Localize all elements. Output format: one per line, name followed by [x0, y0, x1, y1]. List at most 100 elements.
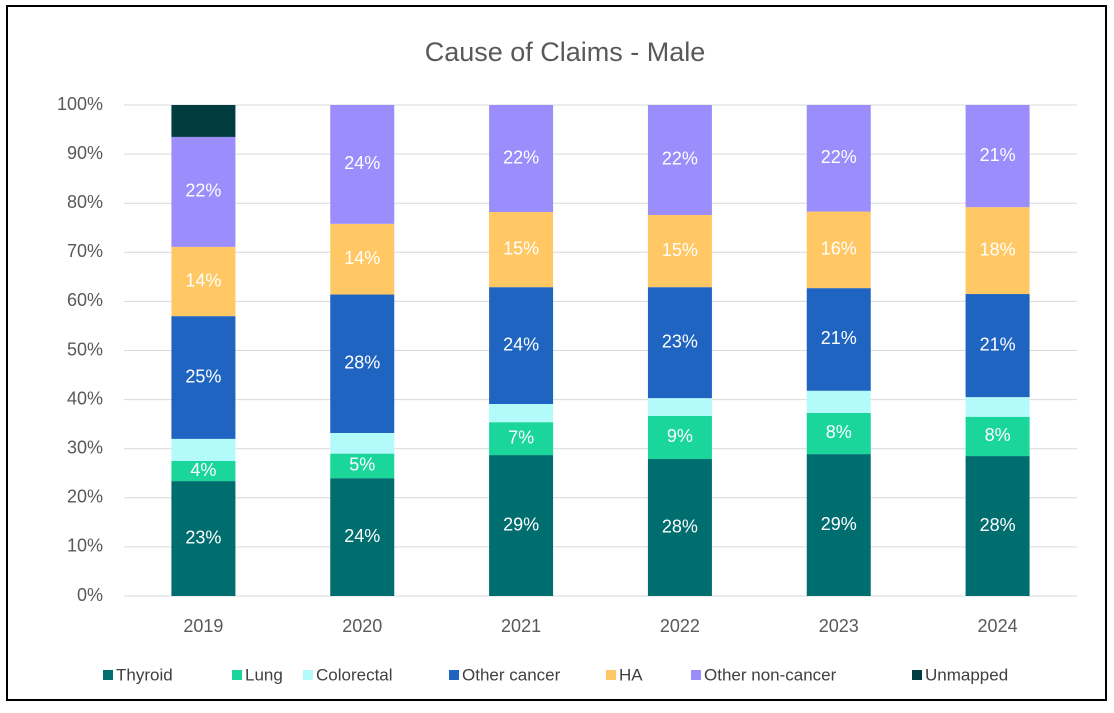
- data-label: 22%: [185, 181, 221, 201]
- bar-segment: [489, 105, 554, 213]
- data-label: 18%: [980, 239, 1016, 259]
- data-label: 23%: [662, 331, 698, 351]
- bar-segment: [806, 211, 871, 289]
- bar-segment: [965, 105, 1030, 208]
- data-label: 22%: [821, 147, 857, 167]
- data-label: 16%: [821, 239, 857, 259]
- data-label: 21%: [980, 334, 1016, 354]
- bar-segment: [806, 454, 871, 596]
- legend-label: Colorectal: [316, 665, 393, 684]
- bar-segment: [330, 453, 395, 479]
- bar-segment: [330, 223, 395, 295]
- data-label: 9%: [667, 426, 693, 446]
- x-tick-label: 2021: [501, 616, 541, 636]
- bar-segment: [647, 105, 712, 215]
- legend-label: Unmapped: [925, 665, 1008, 684]
- bar-segment: [806, 412, 871, 455]
- legend-label: Other cancer: [462, 665, 561, 684]
- x-tick-label: 2020: [342, 616, 382, 636]
- data-label: 14%: [344, 248, 380, 268]
- bar-segment: [489, 455, 554, 596]
- y-tick-label: 0%: [77, 585, 103, 605]
- bar-segment: [171, 438, 236, 461]
- data-label: 4%: [190, 460, 216, 480]
- bar-segment: [647, 287, 712, 399]
- bar-segment: [806, 105, 871, 212]
- legend-swatch: [912, 670, 922, 680]
- y-tick-label: 30%: [67, 437, 103, 457]
- data-label: 21%: [980, 145, 1016, 165]
- data-label: 24%: [344, 526, 380, 546]
- y-tick-label: 90%: [67, 143, 103, 163]
- y-tick-label: 60%: [67, 290, 103, 310]
- data-label: 22%: [503, 147, 539, 167]
- bar-segment: [330, 432, 395, 454]
- bar-segment: [171, 460, 236, 482]
- data-label: 5%: [349, 455, 375, 475]
- legend-swatch: [103, 670, 113, 680]
- x-tick-label: 2022: [660, 616, 700, 636]
- bar-segment: [330, 294, 395, 433]
- bar-segment: [330, 478, 395, 596]
- x-tick-label: 2019: [183, 616, 223, 636]
- y-tick-label: 20%: [67, 487, 103, 507]
- data-label: 21%: [821, 328, 857, 348]
- data-label: 29%: [821, 514, 857, 534]
- data-label: 14%: [185, 270, 221, 290]
- bar-segment: [647, 459, 712, 596]
- legend-swatch: [691, 670, 701, 680]
- bar-segment: [647, 415, 712, 460]
- data-label: 28%: [980, 515, 1016, 535]
- data-label: 24%: [344, 153, 380, 173]
- bar-segment: [171, 246, 236, 317]
- legend-label: Lung: [245, 665, 283, 684]
- x-tick-label: 2023: [819, 616, 859, 636]
- bar-segment: [965, 294, 1030, 398]
- data-label: 28%: [662, 516, 698, 536]
- legend-swatch: [303, 670, 313, 680]
- bar-segment: [489, 212, 554, 288]
- bar-segment: [647, 398, 712, 416]
- bar-segment: [171, 136, 236, 247]
- bar-segment: [965, 397, 1030, 417]
- y-tick-label: 50%: [67, 339, 103, 359]
- y-tick-label: 80%: [67, 192, 103, 212]
- data-label: 8%: [985, 425, 1011, 445]
- y-tick-label: 70%: [67, 241, 103, 261]
- data-label: 28%: [344, 353, 380, 373]
- bar-segment: [171, 316, 236, 439]
- x-tick-label: 2024: [978, 616, 1018, 636]
- bar-segment: [489, 287, 554, 405]
- bar-segment: [489, 404, 554, 423]
- y-tick-label: 40%: [67, 388, 103, 408]
- legend-swatch: [606, 670, 616, 680]
- data-label: 8%: [826, 422, 852, 442]
- data-label: 15%: [662, 240, 698, 260]
- data-label: 7%: [508, 427, 534, 447]
- bar-segment: [330, 105, 395, 224]
- data-label: 22%: [662, 149, 698, 169]
- bar-segment: [806, 390, 871, 413]
- y-tick-label: 10%: [67, 536, 103, 556]
- legend-swatch: [232, 670, 242, 680]
- data-label: 29%: [503, 514, 539, 534]
- bar-segment: [806, 288, 871, 391]
- bar-segment: [647, 214, 712, 288]
- data-label: 23%: [185, 527, 221, 547]
- legend-swatch: [449, 670, 459, 680]
- bar-segment: [171, 481, 236, 596]
- legend-label: HA: [619, 665, 643, 684]
- y-tick-label: 100%: [57, 94, 103, 114]
- legend-label: Other non-cancer: [704, 665, 837, 684]
- bar-segment: [965, 416, 1030, 457]
- data-label: 24%: [503, 334, 539, 354]
- bar-segment: [965, 456, 1030, 596]
- bar-segment: [965, 207, 1030, 295]
- bar-segment: [489, 422, 554, 456]
- bar-segment: [171, 105, 236, 137]
- legend-label: Thyroid: [116, 665, 173, 684]
- data-label: 15%: [503, 238, 539, 258]
- chart-title: Cause of Claims - Male: [425, 37, 706, 67]
- data-label: 25%: [185, 366, 221, 386]
